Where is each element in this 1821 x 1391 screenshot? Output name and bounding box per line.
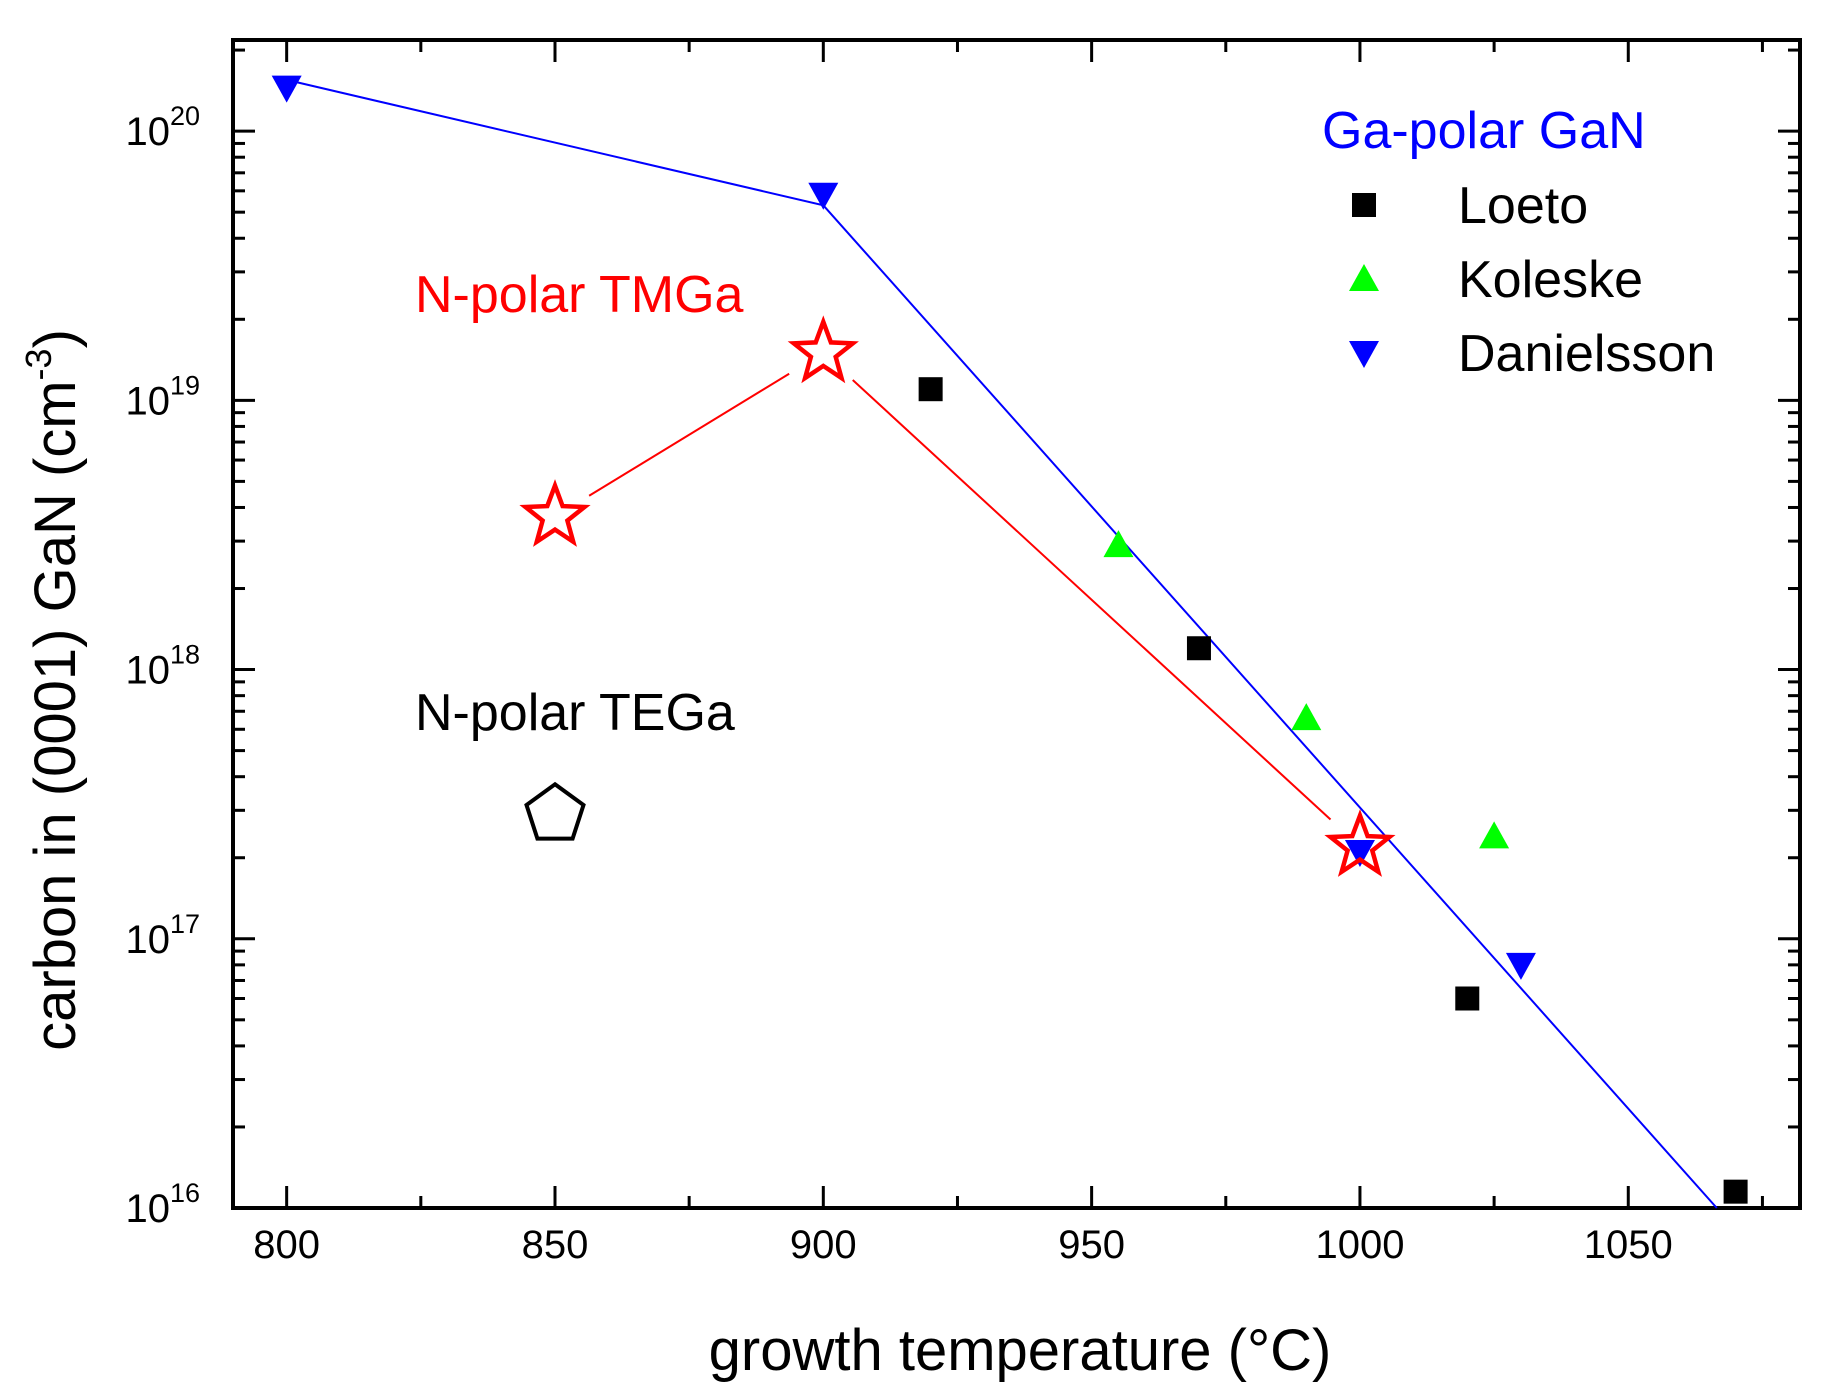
y-tick-label: 1019 (125, 370, 200, 423)
y-tick-label: 1018 (125, 640, 200, 693)
x-tick-label: 800 (253, 1223, 320, 1267)
y-tick-exponent: 20 (170, 101, 200, 131)
y-tick-base: 10 (125, 379, 170, 423)
point-n-polar-tmga (519, 479, 591, 547)
point-koleske (1103, 530, 1134, 558)
series-segment-n-polar-tmga (588, 372, 790, 497)
legend-label-danielsson: Danielsson (1458, 325, 1715, 383)
series-layer (271, 75, 1748, 1209)
y-tick-exponent: 19 (170, 370, 200, 400)
point-loeto (1455, 986, 1480, 1011)
y-tick-base: 10 (125, 1187, 170, 1231)
y-tick-exponent: 17 (170, 909, 200, 939)
y-tick-base: 10 (125, 649, 170, 693)
plot-border (231, 38, 1802, 1210)
y-tick-label: 1016 (125, 1178, 200, 1231)
y-tick-label: 1017 (125, 909, 200, 962)
y-axis-label-close: ) (23, 329, 88, 348)
point-danielsson (1344, 840, 1375, 868)
legend-marker-loeto (1352, 193, 1376, 217)
plot-area (231, 38, 1802, 1210)
point-loeto (1723, 1179, 1748, 1204)
x-axis-label: growth temperature (°C) (709, 1318, 1332, 1383)
x-tick-label: 1050 (1584, 1223, 1673, 1267)
point-n-polar-tmga (1324, 809, 1396, 877)
y-tick-exponent: 18 (170, 640, 200, 670)
x-tick-label: 950 (1058, 1223, 1125, 1267)
series-line-ga-polar-fit (286, 78, 1718, 1209)
x-tick-label: 1000 (1315, 1223, 1404, 1267)
y-tick-exponent: 16 (170, 1178, 200, 1208)
annotations: N-polar TMGa N-polar TEGa (415, 266, 744, 742)
annotation-n-polar-tmga: N-polar TMGa (415, 266, 744, 324)
legend-label-koleske: Koleske (1458, 251, 1643, 309)
point-n-polar-tmga (787, 315, 859, 384)
point-loeto (918, 377, 943, 402)
legend: Ga-polar GaN Loeto Koleske Danielsson (1322, 102, 1715, 383)
y-tick-label: 1020 (125, 101, 200, 154)
y-tick-base: 10 (125, 110, 170, 154)
y-axis-label: carbon in (0001) GaN (cm-3) (18, 329, 88, 1051)
y-axis-label-sup: -3 (18, 348, 59, 380)
x-tick-label: 850 (522, 1223, 589, 1267)
point-n-polar-tega (524, 781, 586, 841)
legend-marker-koleske (1349, 264, 1379, 291)
point-danielsson (271, 75, 302, 103)
series-segment-n-polar-tmga (852, 379, 1332, 821)
x-tick-label: 900 (790, 1223, 857, 1267)
point-danielsson (808, 182, 839, 210)
annotation-n-polar-tega: N-polar TEGa (415, 684, 735, 742)
x-axis: 800 850 900 950 1000 1050 (253, 40, 1764, 1267)
y-axis-label-main: carbon in (0001) GaN (cm (23, 380, 88, 1050)
point-koleske (1479, 821, 1510, 849)
legend-title: Ga-polar GaN (1322, 102, 1646, 160)
point-koleske (1291, 703, 1322, 731)
legend-label-loeto: Loeto (1458, 177, 1588, 235)
y-tick-base: 10 (125, 918, 170, 962)
point-danielsson (1505, 952, 1536, 980)
legend-marker-danielsson (1349, 341, 1379, 368)
point-loeto (1186, 636, 1211, 661)
